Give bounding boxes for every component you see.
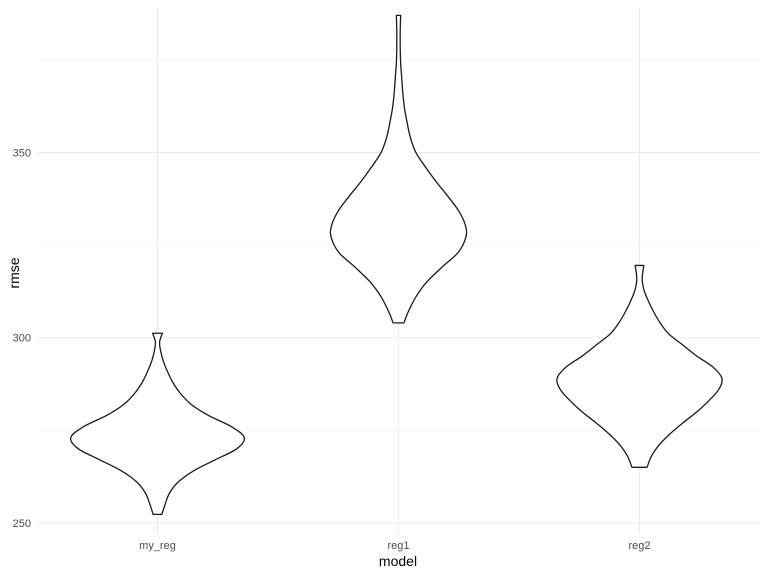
plot-panel bbox=[37, 8, 760, 534]
violin-my-reg bbox=[69, 332, 246, 516]
y-tick-label: 350 bbox=[13, 147, 31, 159]
y-tick-label: 300 bbox=[13, 333, 31, 345]
x-axis-title: model bbox=[379, 553, 417, 569]
x-tick-label: my_reg bbox=[139, 540, 176, 552]
x-tick-label: reg1 bbox=[387, 540, 409, 552]
x-tick-label: reg2 bbox=[628, 540, 650, 552]
violin-reg1 bbox=[329, 14, 468, 324]
y-axis-title: rmse bbox=[6, 257, 22, 288]
y-tick-label: 250 bbox=[13, 518, 31, 530]
x-axis-tick-labels: my_reg reg1 reg2 bbox=[139, 540, 650, 552]
violins bbox=[69, 14, 723, 516]
violin-reg2 bbox=[556, 264, 723, 468]
y-axis-tick-labels: 250 300 350 bbox=[13, 147, 31, 529]
